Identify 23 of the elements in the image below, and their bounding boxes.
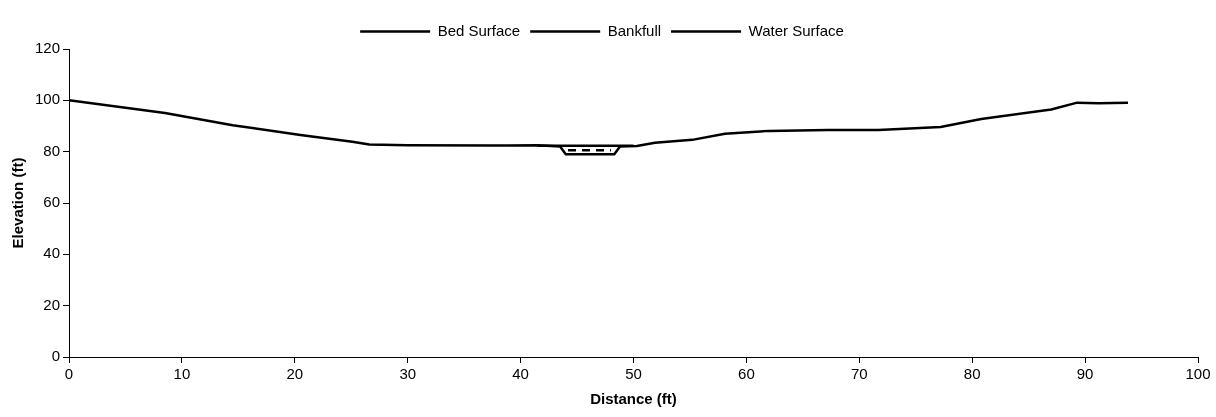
- x-tick-label: 80: [963, 365, 981, 383]
- y-tick-label: 20: [43, 295, 61, 313]
- x-axis-title: Distance (ft): [590, 390, 677, 408]
- y-tick-label: 100: [35, 90, 61, 108]
- y-tick-label: 80: [43, 141, 61, 159]
- y-tick-label: 120: [35, 39, 61, 57]
- x-tick-label: 0: [64, 365, 74, 383]
- y-tick-label: 60: [43, 193, 61, 211]
- x-tick-label: 30: [399, 365, 417, 383]
- x-tick-label: 100: [1185, 365, 1211, 383]
- y-tick-label: 0: [51, 347, 61, 365]
- x-tick-label: 90: [1076, 365, 1094, 383]
- y-axis-title: Elevation (ft): [9, 157, 27, 249]
- x-tick-label: 20: [286, 365, 304, 383]
- legend-label: Water Surface: [748, 21, 844, 39]
- y-tick-label: 40: [43, 244, 61, 262]
- legend-label: Bed Surface: [437, 21, 521, 39]
- x-tick-label: 60: [738, 365, 755, 383]
- x-tick-label: 70: [850, 365, 868, 383]
- legend-label: Bankfull: [607, 21, 662, 39]
- x-tick-label: 50: [625, 365, 642, 383]
- x-tick-label: 40: [512, 365, 529, 383]
- x-tick-label: 10: [173, 365, 191, 383]
